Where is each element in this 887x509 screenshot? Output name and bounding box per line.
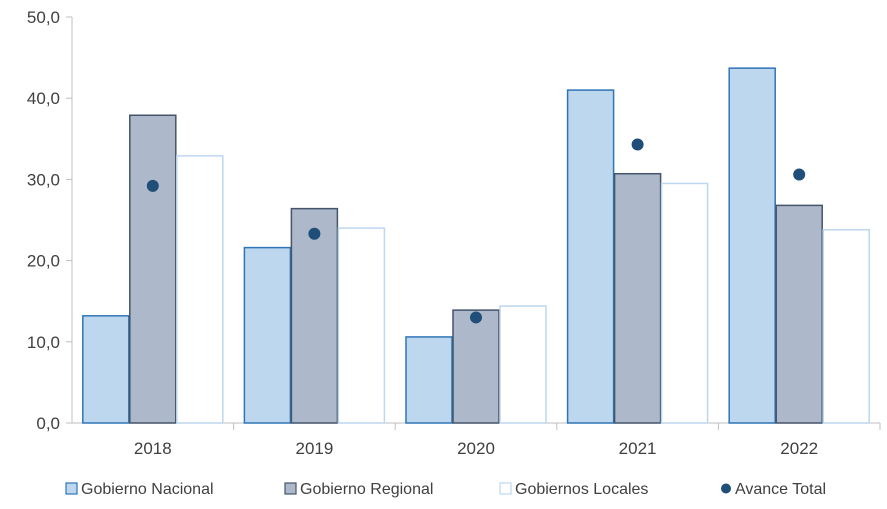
bar-gobiernos-locales-2020 <box>499 305 547 424</box>
x-tick-label: 2018 <box>134 439 172 458</box>
bar-gobierno-nacional-2022 <box>728 67 776 424</box>
legend-label: Gobierno Nacional <box>81 481 214 498</box>
y-tick-label: 50,0 <box>27 8 60 27</box>
legend-item-gobierno-regional: Gobierno Regional <box>284 481 433 498</box>
bar-gobiernos-locales-2021 <box>660 182 709 424</box>
bar-gobierno-regional-2019 <box>290 207 339 424</box>
legend-swatch <box>65 482 78 495</box>
y-tick-label: 0,0 <box>36 414 60 433</box>
legend-item-avance-total: Avance Total <box>721 481 826 498</box>
x-tick-label: 2021 <box>619 439 657 458</box>
bar-gobierno-regional-2020 <box>452 309 500 424</box>
legend-swatch <box>499 482 512 495</box>
point-avance-total-2018 <box>146 179 159 192</box>
legend: Gobierno Nacional Gobierno Regional Gobier… <box>65 481 826 498</box>
points <box>146 138 806 324</box>
bar-gobierno-nacional-2018 <box>82 315 130 424</box>
bar-gobierno-nacional-2020 <box>405 336 453 424</box>
legend-swatch <box>284 482 297 495</box>
x-tick-label: 2022 <box>780 439 818 458</box>
point-avance-total-2019 <box>308 227 321 240</box>
x-tick-label: 2020 <box>457 439 495 458</box>
legend-label: Gobierno Regional <box>300 481 433 498</box>
point-avance-total-2020 <box>470 311 482 324</box>
legend-item-gobiernos-locales: Gobiernos Locales <box>499 481 648 498</box>
bar-gobiernos-locales-2022 <box>822 228 870 424</box>
bar-gobierno-regional-2018 <box>129 114 177 424</box>
y-tick-label: 10,0 <box>27 333 60 352</box>
legend-label: Avance Total <box>735 481 826 498</box>
bar-gobierno-regional-2021 <box>613 172 662 424</box>
legend-item-gobierno-nacional: Gobierno Nacional <box>65 481 214 498</box>
bar-gobierno-nacional-2021 <box>566 89 615 424</box>
y-tick-label: 40,0 <box>27 89 60 108</box>
point-avance-total-2021 <box>631 138 644 151</box>
bar-gobierno-regional-2022 <box>775 204 823 424</box>
tick-labels: 0,0 10,0 20,0 30,0 40,0 50,0 2018 2019 2020 2021 2… <box>27 8 818 458</box>
legend-label: Gobiernos Locales <box>515 481 648 498</box>
bar-gobiernos-locales-2019 <box>337 227 386 424</box>
y-tick-label: 30,0 <box>27 170 60 189</box>
bar-gobierno-nacional-2019 <box>243 246 292 424</box>
bar-gobiernos-locales-2018 <box>176 155 224 424</box>
point-avance-total-2022 <box>793 168 806 181</box>
bars <box>82 67 870 424</box>
x-tick-label: 2019 <box>295 439 333 458</box>
y-tick-label: 20,0 <box>27 252 60 271</box>
legend-marker <box>721 483 731 494</box>
